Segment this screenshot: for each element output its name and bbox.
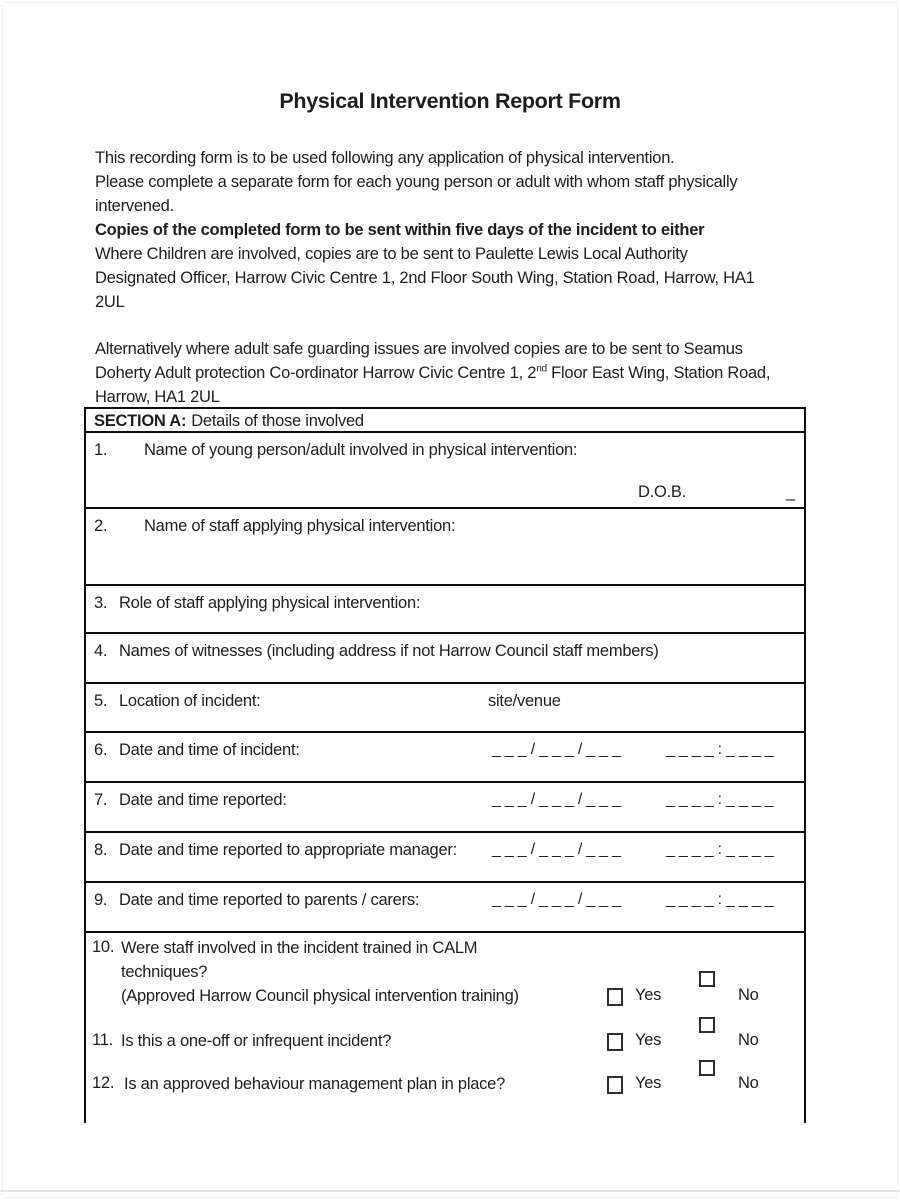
row-9-parents-datetime: 9. Date and time reported to parents / c… bbox=[86, 883, 804, 933]
adult-paragraph: Alternatively where adult safe guarding … bbox=[95, 337, 810, 409]
q10-yes-checkbox[interactable] bbox=[607, 988, 623, 1006]
row-label: Names of witnesses (including address if… bbox=[119, 642, 659, 660]
copies-notice: Copies of the completed form to be sent … bbox=[95, 221, 705, 239]
section-a-table: SECTION A: Details of those involved 1. N… bbox=[84, 407, 806, 1123]
time-field[interactable]: ____:____ bbox=[666, 791, 778, 808]
row-6-incident-datetime: 6. Date and time of incident: ___/___/__… bbox=[86, 733, 804, 783]
dob-label: D.O.B. bbox=[638, 483, 687, 501]
question-text: Is an approved behaviour management plan… bbox=[124, 1075, 506, 1093]
date-field[interactable]: ___/___/___ bbox=[492, 891, 625, 908]
question-number: 12. bbox=[92, 1074, 115, 1092]
q12-yes-label: Yes bbox=[635, 1074, 662, 1092]
row-label: Date and time of incident: bbox=[119, 741, 300, 759]
page-title: Physical Intervention Report Form bbox=[279, 89, 621, 113]
children-paragraph: Where Children are involved, copies are … bbox=[95, 245, 755, 311]
q12-no-label: No bbox=[738, 1074, 759, 1092]
question-10: 10. Were staff involved in the incident … bbox=[86, 936, 804, 1008]
row-label: Name of staff applying physical interven… bbox=[144, 517, 456, 535]
q10-no-label: No bbox=[738, 986, 759, 1004]
page-bottom-edge bbox=[0, 1190, 900, 1192]
row-8-manager-datetime: 8. Date and time reported to appropriate… bbox=[86, 833, 804, 883]
row-label: Date and time reported: bbox=[119, 791, 287, 809]
row-label: Date and time reported to parents / care… bbox=[119, 891, 420, 909]
question-text: Is this a one-off or infrequent incident… bbox=[121, 1032, 392, 1050]
row-label: Location of incident: bbox=[119, 692, 261, 710]
row-number: 7. bbox=[94, 791, 108, 809]
row-5-location: 5. Location of incident: site/venue bbox=[86, 684, 804, 733]
row-label: Date and time reported to appropriate ma… bbox=[119, 841, 457, 859]
time-field[interactable]: ____:____ bbox=[666, 891, 778, 908]
date-field[interactable]: ___/___/___ bbox=[492, 791, 625, 808]
row-label: Name of young person/adult involved in p… bbox=[144, 441, 578, 459]
site-venue-label: site/venue bbox=[488, 692, 561, 710]
q11-no-label: No bbox=[738, 1031, 759, 1049]
question-11: 11. Is this a one-off or infrequent inci… bbox=[86, 1029, 804, 1053]
time-field[interactable]: ____:____ bbox=[666, 741, 778, 758]
question-number: 11. bbox=[92, 1031, 113, 1049]
section-label: SECTION A: bbox=[94, 412, 187, 430]
question-number: 10. bbox=[92, 938, 115, 956]
row-number: 5. bbox=[94, 692, 108, 710]
row-label: Role of staff applying physical interven… bbox=[119, 594, 421, 612]
q10-no-checkbox[interactable] bbox=[699, 971, 715, 987]
q12-yes-checkbox[interactable] bbox=[607, 1076, 623, 1094]
row-10-12-questions: 10. Were staff involved in the incident … bbox=[86, 933, 804, 1123]
time-field[interactable]: ____:____ bbox=[666, 841, 778, 858]
row-7-reported-datetime: 7. Date and time reported: ___/___/___ _… bbox=[86, 783, 804, 833]
question-text: Were staff involved in the incident trai… bbox=[121, 939, 519, 1005]
q11-yes-label: Yes bbox=[635, 1031, 662, 1049]
section-title: Details of those involved bbox=[191, 412, 364, 430]
row-1-name-of-person: 1. Name of young person/adult involved i… bbox=[86, 433, 804, 509]
adult-paragraph-text-end: Floor East Wing, Station Road, Harrow, H… bbox=[95, 364, 771, 406]
row-3-staff-role: 3. Role of staff applying physical inter… bbox=[86, 586, 804, 634]
q12-no-checkbox[interactable] bbox=[699, 1060, 715, 1076]
row-number: 2. bbox=[94, 517, 108, 535]
row-number: 1. bbox=[94, 441, 108, 459]
q10-yes-label: Yes bbox=[635, 986, 662, 1004]
row-number: 8. bbox=[94, 841, 108, 859]
row-number: 3. bbox=[94, 594, 108, 612]
row-4-witnesses: 4. Names of witnesses (including address… bbox=[86, 634, 804, 684]
date-field[interactable]: ___/___/___ bbox=[492, 841, 625, 858]
intro-paragraph: This recording form is to be used follow… bbox=[95, 149, 738, 215]
q11-no-checkbox[interactable] bbox=[699, 1017, 715, 1033]
date-field[interactable]: ___/___/___ bbox=[492, 741, 625, 758]
ordinal-superscript: nd bbox=[536, 363, 547, 375]
q11-yes-checkbox[interactable] bbox=[607, 1033, 623, 1051]
row-2-staff-name: 2. Name of staff applying physical inter… bbox=[86, 509, 804, 586]
intro-block: This recording form is to be used follow… bbox=[95, 146, 810, 314]
row-number: 4. bbox=[94, 642, 108, 660]
dob-blank-field[interactable]: _ bbox=[786, 483, 795, 501]
section-a-header: SECTION A: Details of those involved bbox=[86, 409, 804, 433]
question-12: 12. Is an approved behaviour management … bbox=[86, 1072, 804, 1096]
row-number: 6. bbox=[94, 741, 108, 759]
row-number: 9. bbox=[94, 891, 108, 909]
adult-paragraph-text: Alternatively where adult safe guarding … bbox=[95, 340, 743, 382]
